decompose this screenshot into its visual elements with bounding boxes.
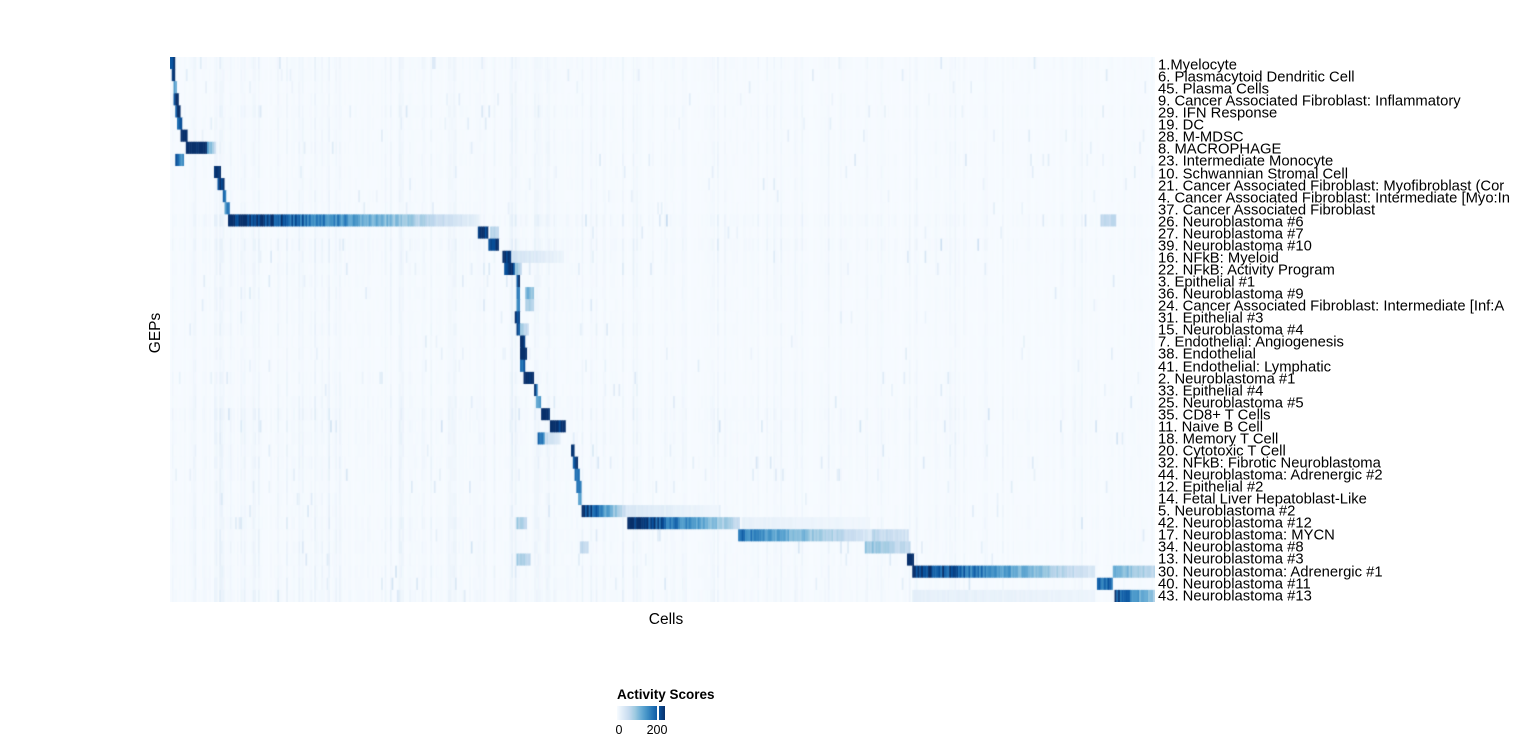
gep-row-label: 23. Intermediate Monocyte <box>1158 154 1334 171</box>
gep-row-label: 26. Neuroblastoma #6 <box>1158 214 1304 231</box>
gep-row-label: 8. MACROPHAGE <box>1158 142 1282 159</box>
gep-row-label: 7. Endothelial: Angiogenesis <box>1158 334 1344 351</box>
gep-row-label: 24. Cancer Associated Fibroblast: Interm… <box>1158 298 1505 315</box>
gep-row-label: 34. Neuroblastoma #8 <box>1158 539 1304 556</box>
gep-row-label: 20. Cytotoxic T Cell <box>1158 443 1286 460</box>
colorbar-tick-mark <box>657 706 659 720</box>
gep-row-label: 21. Cancer Associated Fibroblast: Myofib… <box>1158 178 1505 195</box>
gep-row-label: 36. Neuroblastoma #9 <box>1158 286 1304 303</box>
colorbar-gradient <box>617 706 665 720</box>
gep-row-label: 22. NFkB: Activity Program <box>1158 262 1335 279</box>
gep-row-label: 41. Endothelial: Lymphatic <box>1158 359 1332 376</box>
gep-row-label: 6. Plasmacytoid Dendritic Cell <box>1158 69 1355 86</box>
gep-row-label: 15. Neuroblastoma #4 <box>1158 322 1304 339</box>
gep-row-label: 25. Neuroblastoma #5 <box>1158 395 1304 412</box>
gep-row-label: 19. DC <box>1158 117 1205 134</box>
gep-row-label: 16. NFkB: Myeloid <box>1158 250 1279 267</box>
gep-row-label: 38. Endothelial <box>1158 347 1256 364</box>
gep-row-label: 18. Memory T Cell <box>1158 431 1279 448</box>
gep-row-label: 31. Epithelial #3 <box>1158 310 1264 327</box>
gep-row-label: 30. Neuroblastoma: Adrenergic #1 <box>1158 564 1383 581</box>
gep-row-label: 5. Neuroblastoma #2 <box>1158 503 1296 520</box>
legend-title: Activity Scores <box>617 687 715 702</box>
gep-row-label: 33. Epithelial #4 <box>1158 383 1264 400</box>
gep-row-label: 44. Neuroblastoma: Adrenergic #2 <box>1158 467 1383 484</box>
gep-row-label: 45. Plasma Cells <box>1158 81 1270 98</box>
gep-row-label: 10. Schwannian Stromal Cell <box>1158 166 1348 183</box>
colorbar-legend: Activity Scores 0 200 <box>615 687 737 739</box>
colorbar-tick-label-0: 0 <box>615 723 623 737</box>
gep-row-label: 28. M-MDSC <box>1158 129 1244 146</box>
gep-row-label: 37. Cancer Associated Fibroblast <box>1158 202 1376 219</box>
gep-row-label: 27. Neuroblastoma #7 <box>1158 226 1304 243</box>
colorbar-tick-label-200: 200 <box>646 723 668 737</box>
gep-row-label: 14. Fetal Liver Hepatoblast-Like <box>1158 491 1367 508</box>
x-axis-label: Cells <box>648 611 684 628</box>
gep-row-label: 2. Neuroblastoma #1 <box>1158 371 1296 388</box>
gep-row-label: 39. Neuroblastoma #10 <box>1158 238 1312 255</box>
gep-row-label: 12. Epithelial #2 <box>1158 479 1264 496</box>
gep-row-label: 42. Neuroblastoma #12 <box>1158 515 1312 532</box>
gep-row-label: 13. Neuroblastoma #3 <box>1158 552 1304 569</box>
gep-row-label: 40. Neuroblastoma #11 <box>1158 576 1311 593</box>
gep-row-label: 11. Naive B Cell <box>1158 419 1263 436</box>
gep-row-label: 35. CD8+ T Cells <box>1158 407 1271 424</box>
gep-row-label: 4. Cancer Associated Fibroblast: Interme… <box>1158 190 1511 207</box>
gep-row-label: 1.Myelocyte <box>1158 57 1237 74</box>
heatmap <box>170 57 1155 602</box>
gep-row-label: 29. IFN Response <box>1158 105 1278 122</box>
gep-row-label: 17. Neuroblastoma: MYCN <box>1158 527 1335 544</box>
y-axis-label: GEPs <box>147 312 164 354</box>
gep-row-label: 9. Cancer Associated Fibroblast: Inflamm… <box>1158 93 1461 110</box>
gep-row-label: 32. NFkB: Fibrotic Neuroblastoma <box>1158 455 1381 472</box>
gep-row-label: 3. Epithelial #1 <box>1158 274 1256 291</box>
gep-row-label: 43. Neuroblastoma #13 <box>1158 588 1312 605</box>
